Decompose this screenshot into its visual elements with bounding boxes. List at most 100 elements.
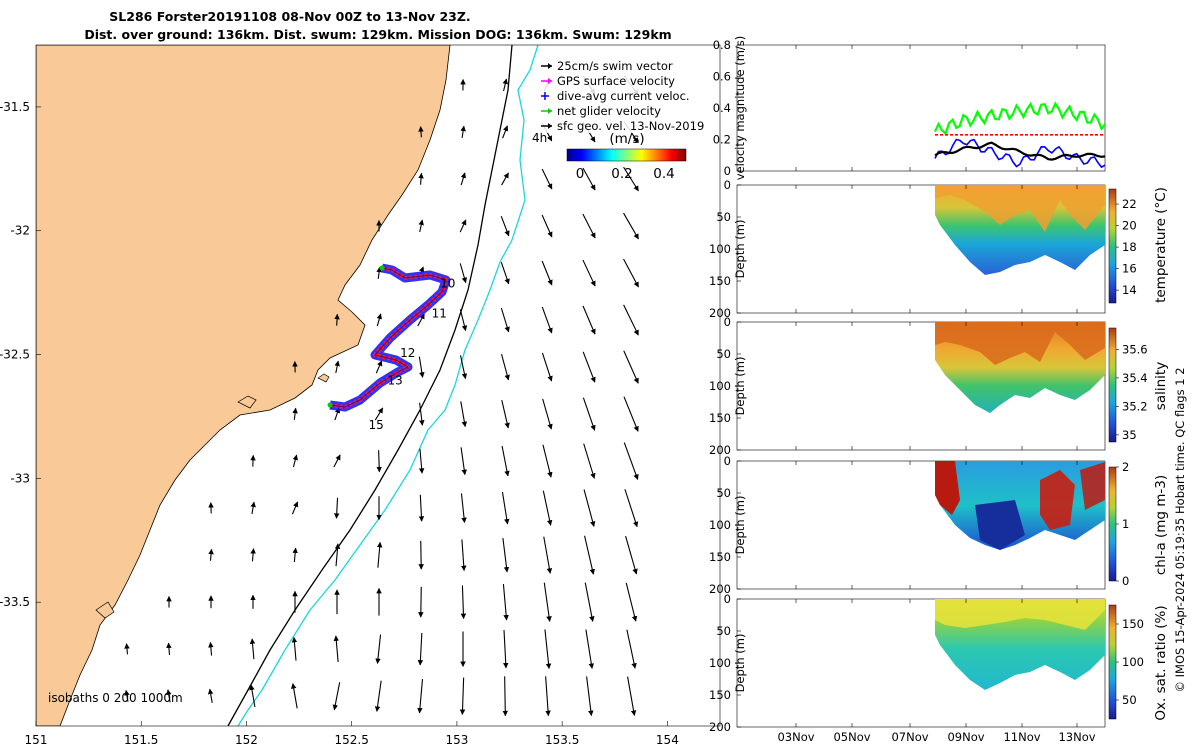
quiver-arrow [501,172,509,186]
quiver-arrow [501,353,510,381]
colorbar-tick-label: 0 [1122,574,1129,588]
depth-tick-label: 200 [709,582,731,596]
colorbar-tick-label: 35.6 [1122,342,1148,356]
quiver-arrow [333,635,340,663]
quiver-arrow [623,212,639,240]
quiver-arrow [208,641,214,656]
day-label: 12 [400,346,415,360]
map-x-tick-label: 152.5 [335,733,369,747]
depth-tick-label: 200 [709,720,731,734]
quiver-arrow [502,583,509,621]
quiver-arrow [419,402,425,426]
quiver-arrow [459,309,468,332]
glider-track [327,263,451,412]
velocity-tick-label: 0.2 [713,133,731,147]
time-tick-label: 13Nov [1058,730,1095,744]
quiver-arrow [582,167,596,191]
time-tick-label: 11Nov [1003,730,1040,744]
quiver-arrow [208,548,214,561]
quiver-arrow [541,260,553,286]
velocity-tick-label: 0 [724,164,731,178]
depth-tick-label: 100 [709,242,731,256]
quiver-arrow [461,539,467,572]
quiver-arrow [376,541,383,568]
oxygen-depth-ylabel: Depth (m) [733,634,747,693]
quiver-arrow [623,166,639,192]
quiver-arrow [418,448,425,474]
colorbar-tick-label: 20 [1122,219,1137,233]
arrow-head-icon [548,78,552,84]
quiver-arrow [541,168,553,190]
arrow-head-icon [548,108,552,114]
isobath-200m [237,45,539,726]
quiver-arrow [459,263,468,284]
quiver-arrow [541,352,553,382]
quiver-arrow [582,305,596,335]
quiver-arrow [623,304,639,336]
quiver-arrow [124,643,130,655]
colorbar-tick-label: 50 [1122,693,1137,707]
temperature-label: temperature (°C) [1153,187,1169,303]
map-y-tick-label: -32.5 [0,348,30,362]
salinity-colorbar [1108,327,1117,443]
day-label: 13 [387,373,402,387]
quiver-arrow [501,491,510,525]
colorbar-tick-label: 0 [576,166,585,182]
map-x-tick-label: 153.5 [545,733,579,747]
colorbar-tick-label: 0.2 [611,166,632,182]
depth-tick-label: 200 [709,443,731,457]
velocity-tick-label: 0.4 [713,101,731,115]
map-x-tick-label: 151 [25,733,48,747]
isobaths-label: isobaths 0 200 1000m [48,691,183,705]
quiver-arrow [418,172,424,185]
quiver-arrow [417,679,424,714]
map-x-tick-label: 153 [445,733,468,747]
velocity-series-line [934,138,1106,169]
quiver-arrow [166,642,172,655]
quiver-arrow [460,585,467,620]
day-label: 15 [369,418,384,432]
quiver-arrow [460,447,467,476]
salinity-depth-ylabel: Depth (m) [733,357,747,416]
colorbar-tick-label: 0.4 [653,166,674,182]
quiver-arrow [334,360,340,374]
quiver-arrow [627,676,637,716]
legend-item-label: dive-avg current veloc. [557,89,690,103]
quiver-arrow [376,313,383,327]
quiver-arrow [623,442,639,480]
isobath-1000m [227,45,513,726]
colorbar-tick-label: 22 [1122,197,1137,211]
depth-tick-label: 100 [709,379,731,393]
quiver-arrow [374,407,384,421]
quiver-arrow [585,629,595,670]
quiver-arrow [418,356,425,378]
velocity-series-line [934,101,1106,136]
quiver-arrow [460,493,467,524]
map-y-tick-label: -31.5 [0,100,30,114]
quiver-arrow [544,629,552,670]
quiver-arrow [460,172,467,186]
credit-text: © IMOS 15-Apr-2024 05:19:35 Hobart time.… [1173,367,1187,692]
map-y-tick-label: -33 [10,471,30,485]
quiver-arrow [502,630,509,669]
quiver-arrow [542,490,553,526]
quiver-arrow [291,501,299,515]
colorbar-tick-label: 16 [1122,262,1137,276]
map-title-line2: Dist. over ground: 136km. Dist. swum: 12… [84,27,671,42]
arrow-head-icon [548,63,552,69]
map-x-tick-label: 152 [235,733,258,747]
map-y-tick-label: -33.5 [0,595,30,609]
colorbar-tick-label: 35 [1122,428,1137,442]
chla-depth-ylabel: Depth (m) [733,496,747,555]
quiver-arrow [333,497,340,519]
quiver-arrow [500,261,510,285]
quiver-arrow [584,535,595,575]
quiver-arrow [626,629,637,669]
arrow-head-icon [548,123,552,129]
time-axis: 03Nov 05Nov 07Nov 09Nov 11Nov 13Nov [777,45,1096,744]
depth-tick-label: 50 [716,210,731,224]
quiver-arrow [418,219,424,233]
quiver-arrow [375,360,383,374]
quiver-arrow [623,396,639,432]
